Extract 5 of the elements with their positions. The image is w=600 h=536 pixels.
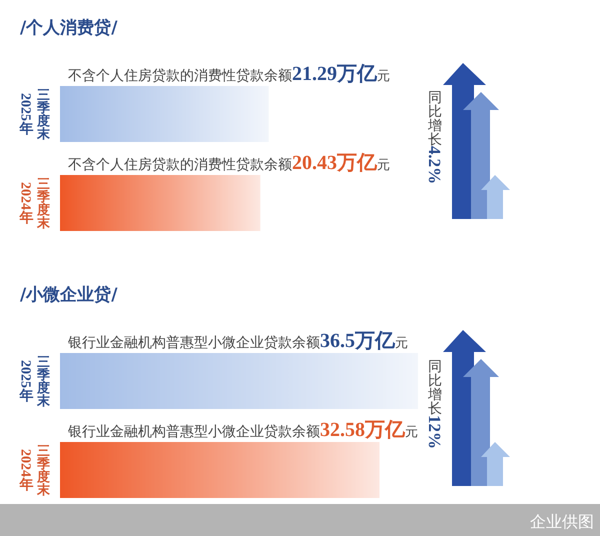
annotation: 企业供图 [530,512,594,531]
title: /小微企业贷/ [20,285,118,305]
annotation: 同比增长4.2% [424,90,444,184]
annotation: 同比增长12% [424,359,444,449]
title: /个人消费贷/ [20,18,118,38]
